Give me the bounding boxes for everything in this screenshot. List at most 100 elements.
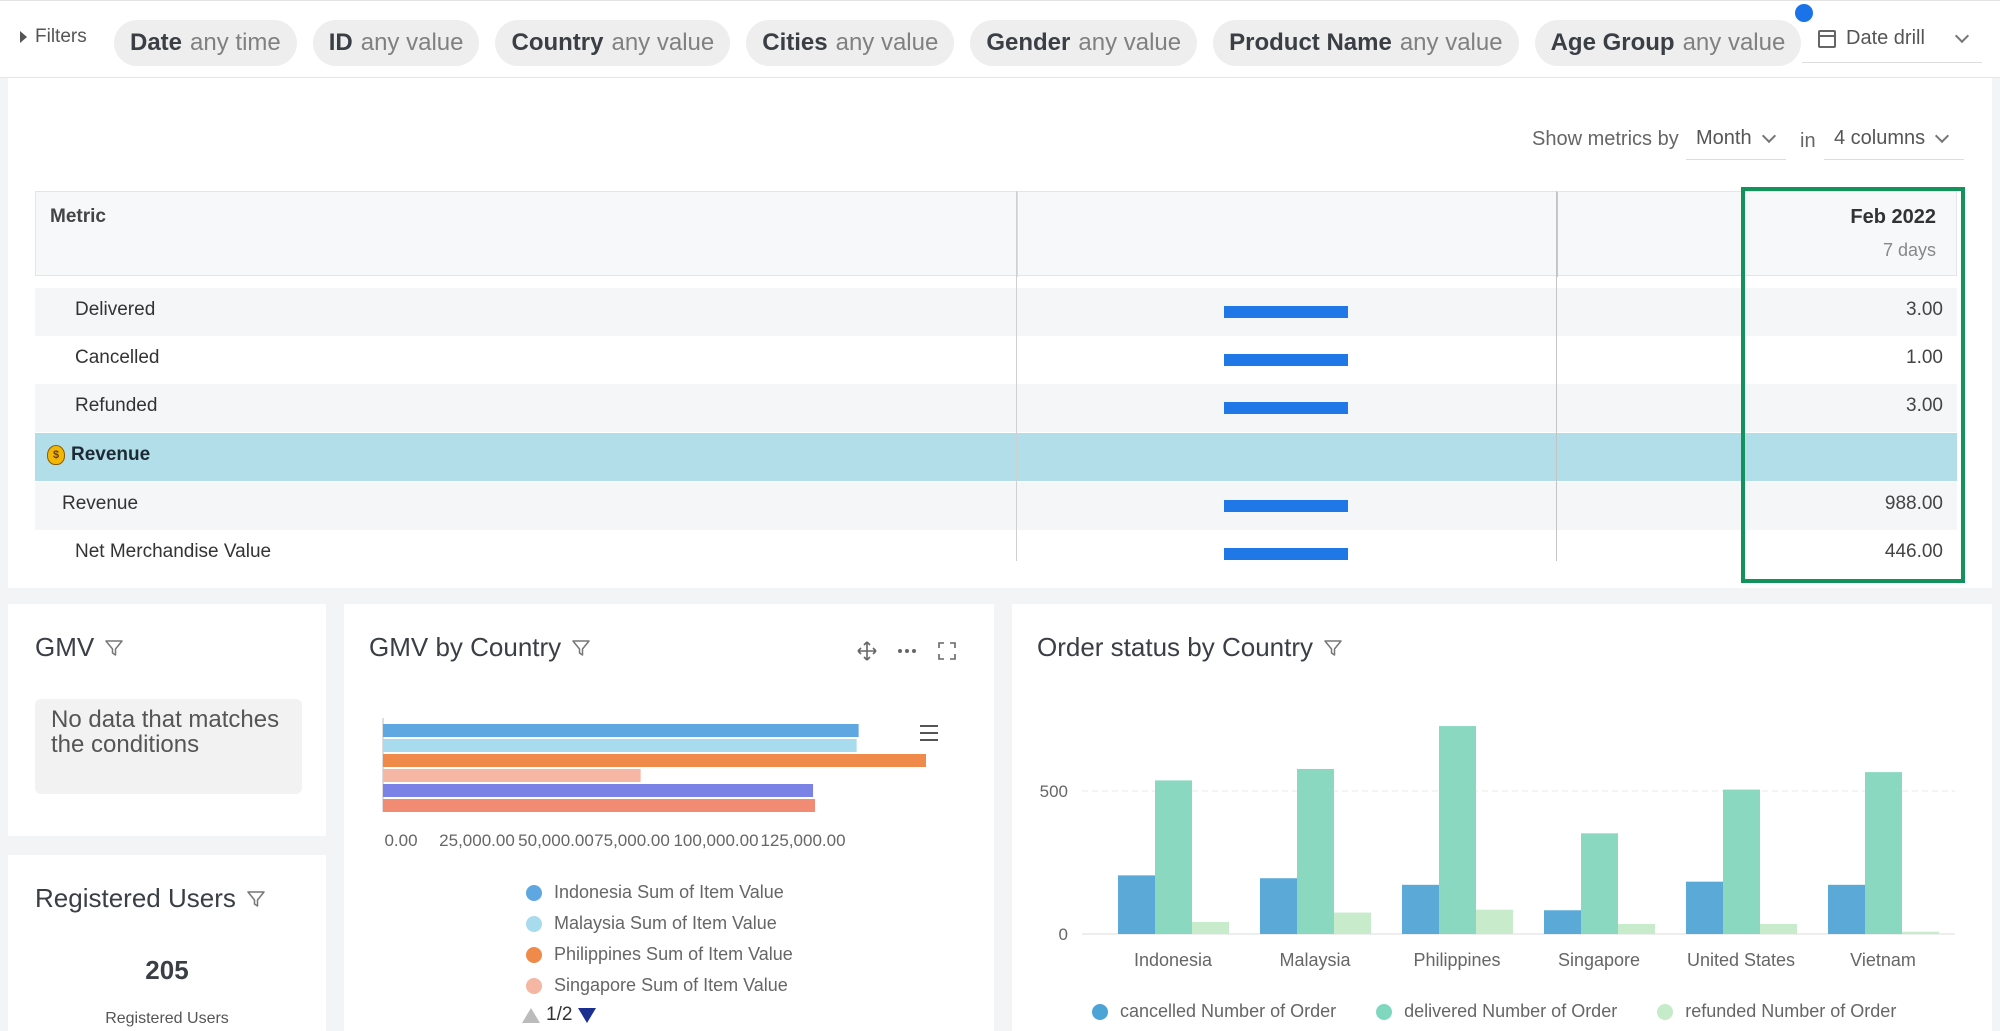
order-bar[interactable] (1260, 878, 1297, 934)
order-bar[interactable] (1902, 931, 1939, 934)
hamburger-icon[interactable] (918, 723, 940, 743)
expand-icon[interactable] (936, 640, 958, 662)
legend-swatch (526, 946, 542, 963)
filter-icon[interactable] (104, 638, 124, 658)
legend-item[interactable]: Malaysia Sum of Item Value (526, 913, 793, 934)
gmv-by-country-title: GMV by Country (369, 632, 591, 663)
registered-users-card (8, 855, 326, 1031)
highlight-box (1741, 187, 1965, 583)
filter-chip[interactable]: Date any time (114, 20, 297, 66)
filter-chip-value: any value (1078, 29, 1182, 56)
order-bar[interactable] (1865, 772, 1902, 934)
legend-item[interactable]: cancelled Number of Order (1092, 1001, 1336, 1022)
date-drill-select[interactable]: Date drill (1802, 15, 1982, 63)
gmv-bar[interactable] (383, 784, 814, 797)
period-select[interactable]: Month (1686, 118, 1786, 160)
legend-swatch (526, 915, 542, 932)
table-row[interactable]: Revenue 988.00 (35, 482, 1957, 530)
order-bar[interactable] (1402, 884, 1439, 934)
order-bar[interactable] (1297, 768, 1334, 934)
filter-icon[interactable] (1323, 638, 1343, 658)
in-label: in (1800, 130, 1816, 152)
order-bar[interactable] (1581, 833, 1618, 934)
filter-chip-value: any time (190, 29, 281, 56)
legend-item[interactable]: Singapore Sum of Item Value (526, 975, 793, 996)
period-select-value: Month (1696, 127, 1752, 149)
metric-value: 3.00 (1906, 299, 1943, 320)
order-bar[interactable] (1544, 910, 1581, 934)
show-metrics-label: Show metrics by (1532, 128, 1679, 150)
legend-item[interactable]: refunded Number of Order (1657, 1001, 1896, 1022)
legend-label: delivered Number of Order (1404, 1001, 1618, 1021)
order-bar[interactable] (1155, 780, 1192, 934)
order-bar[interactable] (1192, 921, 1229, 934)
move-icon[interactable] (856, 640, 878, 662)
filter-chip[interactable]: Product Name any value (1213, 20, 1519, 66)
metric-label: Delivered (75, 299, 156, 320)
legend-label: refunded Number of Order (1685, 1001, 1897, 1021)
legend-label: cancelled Number of Order (1120, 1001, 1337, 1021)
order-bar[interactable] (1828, 884, 1865, 934)
gmv-bar[interactable] (383, 724, 859, 737)
table-row[interactable]: Cancelled 1.00 (35, 336, 1957, 384)
columns-select[interactable]: 4 columns (1824, 118, 1964, 160)
order-bar[interactable] (1723, 789, 1760, 934)
filter-chip-value: any value (1682, 29, 1786, 56)
column-divider (1556, 191, 1557, 561)
gmv-bar[interactable] (383, 799, 816, 812)
legend-item[interactable]: delivered Number of Order (1376, 1001, 1617, 1022)
x-tick-label: Indonesia (1134, 950, 1213, 970)
legend-swatch (526, 977, 542, 994)
filter-icon[interactable] (246, 889, 266, 909)
metric-value: 3.00 (1906, 395, 1943, 416)
metric-label: Refunded (75, 395, 158, 416)
column-divider (1016, 191, 1017, 561)
filters-toggle[interactable]: Filters (20, 26, 87, 48)
money-bag-icon: $ (47, 445, 65, 465)
order-bar[interactable] (1476, 909, 1513, 934)
filter-chip[interactable]: Age Group any value (1534, 20, 1802, 66)
table-row[interactable]: Refunded 3.00 (35, 384, 1957, 432)
legend-page-indicator: 1/2 (546, 1004, 573, 1025)
table-row[interactable]: Net Merchandise Value 446.00 (35, 530, 1957, 561)
order-bar[interactable] (1686, 881, 1723, 934)
chart-toolbar (856, 640, 958, 662)
order-bar[interactable] (1439, 726, 1476, 934)
section-row[interactable]: $ Revenue (35, 433, 1957, 481)
metric-label: Net Merchandise Value (75, 541, 272, 561)
table-row[interactable]: Delivered 3.00 (35, 288, 1957, 336)
legend-swatch (1376, 1003, 1393, 1020)
filter-chip[interactable]: ID any value (312, 20, 480, 66)
gmv-bar[interactable] (383, 739, 857, 752)
x-tick-label: Philippines (1413, 950, 1500, 970)
filter-chip[interactable]: Gender any value (970, 20, 1198, 66)
page-down-icon[interactable] (578, 1007, 597, 1023)
filter-chip[interactable]: Country any value (495, 20, 731, 66)
metric-value: 446.00 (1884, 541, 1943, 561)
x-tick-label: 100,000.00 (673, 831, 758, 850)
legend-item[interactable]: Indonesia Sum of Item Value (526, 882, 793, 903)
registered-users-title-text: Registered Users (35, 883, 236, 913)
filter-icon[interactable] (571, 638, 591, 658)
filter-chip-key: Gender (986, 29, 1071, 56)
gmv-bar[interactable] (383, 754, 926, 767)
more-icon[interactable] (896, 640, 918, 662)
page-up-icon[interactable] (522, 1007, 540, 1023)
order-bar[interactable] (1334, 912, 1371, 934)
sparkline-bar (1224, 548, 1348, 560)
filter-chip[interactable]: Cities any value (746, 20, 955, 66)
gmv-bar[interactable] (383, 769, 641, 782)
section-label: $ Revenue (47, 444, 150, 466)
filter-chips: Date any time ID any value Country any value C… (114, 20, 1802, 66)
registered-users-value: 205 (145, 955, 189, 985)
legend-label: Singapore Sum of Item Value (554, 975, 788, 995)
order-bar[interactable] (1618, 923, 1655, 934)
legend-item[interactable]: Philippines Sum of Item Value (526, 944, 793, 965)
filter-chip-value: any value (611, 29, 715, 56)
filter-chip-key: Country (511, 29, 604, 56)
order-bar[interactable] (1760, 923, 1797, 934)
notification-dot (1795, 4, 1813, 22)
chevron-down-icon (1954, 28, 1969, 43)
order-bar[interactable] (1118, 875, 1155, 934)
metric-value: 1.00 (1906, 347, 1943, 368)
